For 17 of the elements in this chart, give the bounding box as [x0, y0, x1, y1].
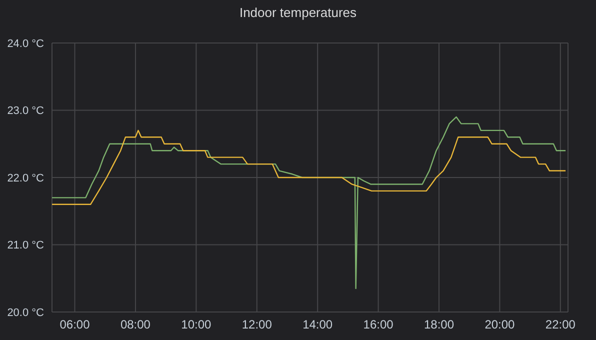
- line-series: [52, 130, 566, 205]
- x-tick-label: 06:00: [60, 318, 90, 332]
- x-tick-label: 22:00: [545, 318, 576, 332]
- y-tick-label: 20.0 °C: [7, 306, 44, 319]
- y-tick-label: 24.0 °C: [7, 38, 44, 50]
- x-tick-label: 10:00: [181, 318, 212, 332]
- y-tick-label: 22.0 °C: [7, 172, 44, 184]
- y-tick-label: 21.0 °C: [7, 240, 44, 252]
- x-tick-label: 14:00: [302, 318, 333, 332]
- x-tick-label: 16:00: [363, 318, 394, 332]
- x-tick-label: 18:00: [424, 318, 454, 332]
- line-series: [52, 116, 566, 290]
- chart-title: Indoor temperatures: [238, 5, 358, 20]
- x-tick-label: 12:00: [242, 318, 272, 332]
- y-tick-label: 23.0 °C: [7, 105, 44, 118]
- x-tick-label: 08:00: [120, 318, 151, 332]
- x-tick-label: 20:00: [484, 318, 516, 332]
